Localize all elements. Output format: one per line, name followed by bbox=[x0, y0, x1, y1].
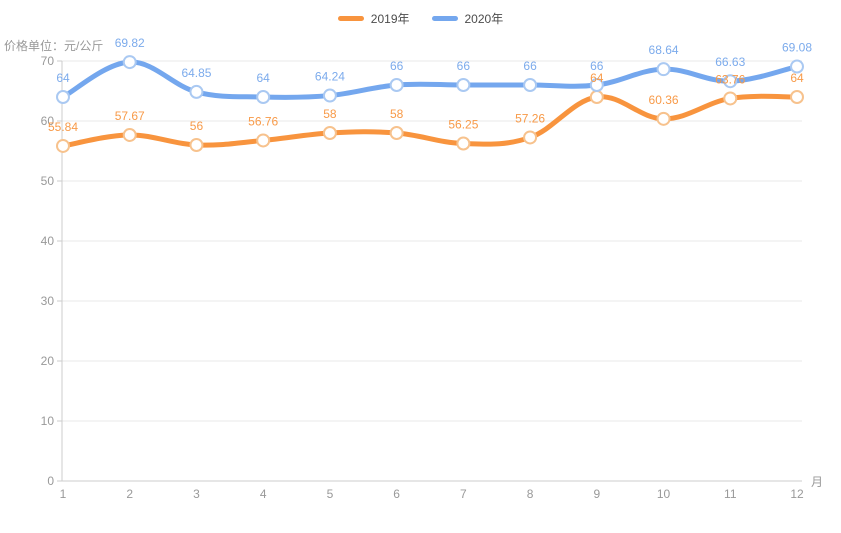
legend-item-2020[interactable]: 2020年 bbox=[431, 10, 504, 27]
value-label-2019年-m2: 57.67 bbox=[115, 109, 145, 123]
y-axis-label-0: 0 bbox=[47, 474, 54, 488]
data-point-2019年-m12[interactable] bbox=[790, 90, 804, 104]
data-point-2020年-m5[interactable] bbox=[322, 88, 337, 103]
legend-item-2019[interactable]: 2019年 bbox=[337, 10, 410, 27]
data-point-2020年-m11[interactable] bbox=[723, 74, 738, 89]
x-axis-label-10: 10 bbox=[657, 487, 671, 501]
value-label-2020年-m8: 66 bbox=[523, 59, 537, 73]
value-label-2020年-m6: 66 bbox=[390, 59, 404, 73]
y-axis-label-30: 30 bbox=[41, 294, 55, 308]
x-axis-label-3: 3 bbox=[193, 487, 200, 501]
x-axis-label-4: 4 bbox=[260, 487, 267, 501]
data-point-2019年-m5[interactable] bbox=[322, 126, 337, 140]
x-axis-label-12: 12 bbox=[790, 487, 804, 501]
y-axis-label-70: 70 bbox=[41, 54, 55, 68]
data-point-2019年-m6[interactable] bbox=[389, 126, 404, 140]
data-point-2020年-m7[interactable] bbox=[456, 78, 471, 92]
value-label-2020年-m7: 66 bbox=[457, 59, 471, 73]
data-point-2020年-m4[interactable] bbox=[256, 90, 271, 104]
data-point-2020年-m6[interactable] bbox=[389, 78, 404, 92]
y-axis-label-60: 60 bbox=[41, 114, 55, 128]
data-point-2020年-m12[interactable] bbox=[790, 59, 804, 74]
data-point-2019年-m7[interactable] bbox=[456, 136, 471, 151]
data-point-2019年-m1[interactable] bbox=[56, 138, 70, 153]
value-label-2019年-m8: 57.26 bbox=[515, 111, 545, 125]
data-point-2020年-m8[interactable] bbox=[523, 78, 538, 92]
data-point-2019年-m3[interactable] bbox=[189, 138, 204, 152]
y-axis-label-40: 40 bbox=[41, 234, 55, 248]
value-label-2019年-m4: 56.76 bbox=[248, 114, 278, 128]
series-line-2020年 bbox=[60, 59, 800, 100]
data-point-2019年-m2[interactable] bbox=[122, 127, 137, 142]
value-label-2019年-m11: 63.76 bbox=[715, 72, 745, 86]
data-point-2019年-m11[interactable] bbox=[723, 91, 738, 106]
x-axis-label-2: 2 bbox=[126, 487, 133, 501]
data-point-2019年-m4[interactable] bbox=[256, 133, 271, 148]
value-label-2019年-m7: 56.25 bbox=[448, 118, 478, 132]
legend-label-2020: 2020年 bbox=[464, 12, 504, 26]
legend-swatch-2020 bbox=[431, 16, 458, 21]
x-axis-label-7: 7 bbox=[460, 487, 467, 501]
x-axis-label-8: 8 bbox=[527, 487, 534, 501]
value-label-2020年-m10: 68.64 bbox=[649, 43, 679, 57]
value-label-2019年-m1: 55.84 bbox=[48, 120, 78, 134]
x-axis-label-6: 6 bbox=[393, 487, 400, 501]
y-axis-label-20: 20 bbox=[41, 354, 55, 368]
y-axis-label-10: 10 bbox=[41, 414, 55, 428]
x-axis-label-1: 1 bbox=[60, 487, 67, 501]
data-point-2020年-m9[interactable] bbox=[589, 78, 604, 92]
value-label-2020年-m3: 64.85 bbox=[181, 66, 211, 80]
value-label-2020年-m9: 66 bbox=[590, 59, 604, 73]
data-point-2020年-m2[interactable] bbox=[122, 55, 137, 70]
value-label-2020年-m5: 64.24 bbox=[315, 70, 345, 84]
y-axis-unit-title: 价格单位：元/公斤 bbox=[4, 39, 104, 53]
y-axis-label-50: 50 bbox=[41, 174, 55, 188]
x-axis-unit-label: 月 bbox=[811, 475, 823, 489]
data-point-2020年-m1[interactable] bbox=[56, 90, 70, 104]
data-point-2019年-m10[interactable] bbox=[656, 111, 671, 126]
value-label-2020年-m12: 69.08 bbox=[782, 41, 812, 55]
data-point-2019年-m9[interactable] bbox=[589, 90, 604, 104]
x-axis-label-5: 5 bbox=[327, 487, 334, 501]
value-label-2020年-m1: 64 bbox=[56, 71, 70, 85]
data-point-2019年-m8[interactable] bbox=[523, 130, 538, 145]
value-label-2019年-m9: 64 bbox=[590, 71, 604, 85]
value-label-2019年-m6: 58 bbox=[390, 107, 404, 121]
value-label-2020年-m11: 66.63 bbox=[715, 55, 745, 69]
data-point-2020年-m3[interactable] bbox=[189, 84, 204, 99]
x-axis-label-9: 9 bbox=[593, 487, 600, 501]
legend: 2019年 2020年 bbox=[0, 10, 841, 27]
legend-swatch-2019 bbox=[337, 16, 364, 21]
value-label-2019年-m10: 60.36 bbox=[649, 93, 679, 107]
value-label-2019年-m3: 56 bbox=[190, 119, 204, 133]
value-label-2019年-m12: 64 bbox=[790, 71, 804, 85]
legend-label-2019: 2019年 bbox=[370, 12, 410, 26]
value-label-2020年-m4: 64 bbox=[257, 71, 271, 85]
value-label-2019年-m5: 58 bbox=[323, 107, 337, 121]
x-axis-label-11: 11 bbox=[724, 487, 737, 501]
data-point-2020年-m10[interactable] bbox=[656, 62, 671, 77]
value-label-2020年-m2: 69.82 bbox=[115, 36, 145, 50]
